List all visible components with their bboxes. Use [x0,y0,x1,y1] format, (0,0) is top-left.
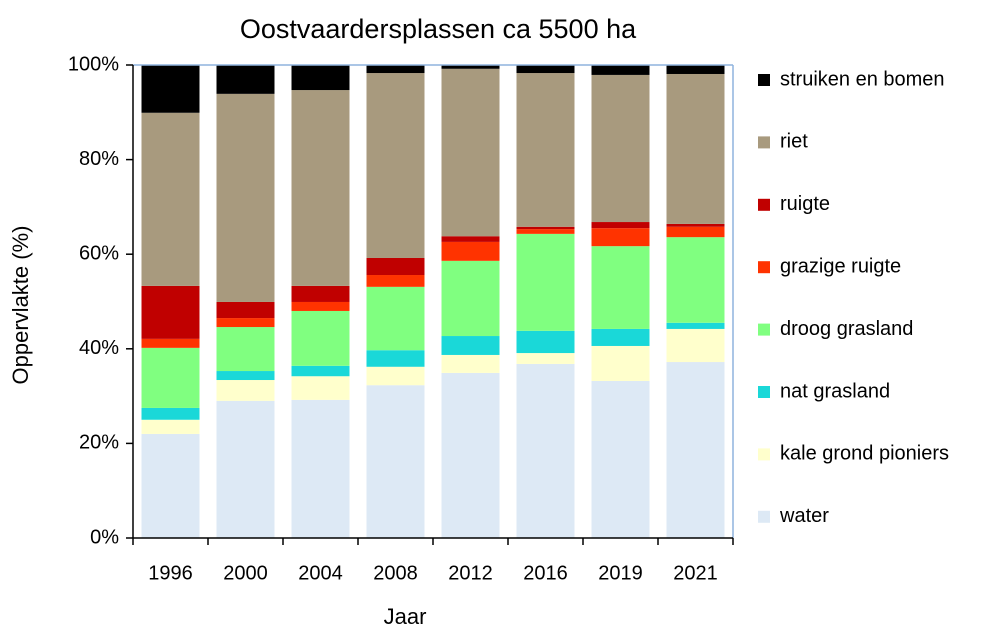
legend-swatch [758,74,770,86]
bar-segment [516,363,575,538]
bar-segment [216,327,275,372]
bar-segment [216,380,275,401]
bar-segment [441,65,500,69]
legend-label: nat grasland [780,380,890,402]
bar-segment [591,228,650,247]
bar-segment [591,328,650,346]
bar-segment [291,310,350,366]
legend-swatch [758,386,770,398]
bar-segment [516,65,575,74]
bar-segment [366,65,425,74]
y-axis-label: Oppervlakte (%) [8,226,33,385]
bar-segment [141,347,200,408]
legend-swatch [758,261,770,274]
legend-label: riet [780,131,808,153]
bar-segment [216,318,275,328]
bar-segment [141,407,200,420]
bar-segment [141,419,200,434]
bar-segment [291,65,350,91]
legend-swatch [758,448,770,461]
bar-segment [216,93,275,302]
bar-segment [291,399,350,538]
bar-segment [666,65,725,74]
bar-segment [366,257,425,276]
bar-segment [441,68,500,237]
bar-segment [666,237,725,323]
bar-segment [591,222,650,229]
x-tick-label: 2000 [223,562,268,584]
bar-segment [291,285,350,302]
x-tick-label: 1996 [148,562,193,584]
bar-segment [366,73,425,258]
y-tick-label: 60% [79,242,119,264]
legend-label: grazige ruigte [780,255,901,277]
y-tick-label: 100% [68,53,119,75]
bar-segment [591,74,650,223]
legend-label: droog grasland [780,318,913,340]
bar-segment [441,236,500,242]
bar-segment [666,226,725,238]
bar-segment [141,338,200,348]
y-tick-label: 40% [79,337,119,359]
bar-segment [516,226,575,230]
legend-label: ruigte [780,193,830,215]
bar-segment [516,73,575,227]
bar-segment [141,65,200,113]
bar-segment [141,112,200,286]
bar-segment [366,275,425,287]
bar-segment [441,260,500,337]
legend-swatch [758,136,770,149]
bar-segment [291,90,350,286]
legend-label: struiken en bomen [780,68,945,90]
x-tick-label: 2004 [298,562,343,584]
y-tick-label: 0% [90,526,119,548]
bar-segment [516,330,575,354]
bar-segment [216,371,275,381]
bar-segment [141,433,200,538]
bar-segment [441,336,500,355]
bar-segment [591,380,650,538]
legend-swatch [758,323,770,336]
legend-swatch [758,198,770,211]
legend-label: kale grond pioniers [780,443,949,465]
bar-segment [291,365,350,377]
x-tick-label: 2019 [598,562,643,584]
y-tick-label: 20% [79,432,119,454]
x-tick-label: 2008 [373,562,418,584]
bar-segment [666,328,725,363]
bar-segment [441,372,500,538]
bar-segment [516,229,575,234]
x-axis-label: Jaar [384,604,427,629]
bar-segment [516,233,575,331]
legend-label: water [779,505,829,527]
bar-segment [366,366,425,386]
bar-segment [216,301,275,319]
bar-segment [441,241,500,261]
chart-title: Oostvaardersplassen ca 5500 ha [240,14,637,44]
bar-segment [666,322,725,329]
bar-segment [291,301,350,311]
bar-segment [366,385,425,538]
bar-segment [441,354,500,373]
bar-segment [141,285,200,339]
bar-segment [666,362,725,538]
bar-segment [591,246,650,329]
bar-segment [666,223,725,227]
y-tick-label: 80% [79,148,119,170]
x-tick-label: 2021 [673,562,718,584]
bar-segment [366,286,425,351]
bar-segment [591,345,650,381]
bar-segment [666,73,725,224]
bar-segment [291,376,350,400]
legend-swatch [758,510,770,523]
bar-segment [366,350,425,367]
bar-segment [216,400,275,538]
bar-segment [516,353,575,364]
bar-segment [591,65,650,75]
bar-segment [216,65,275,94]
x-tick-label: 2016 [523,562,568,584]
x-tick-label: 2012 [448,562,493,584]
